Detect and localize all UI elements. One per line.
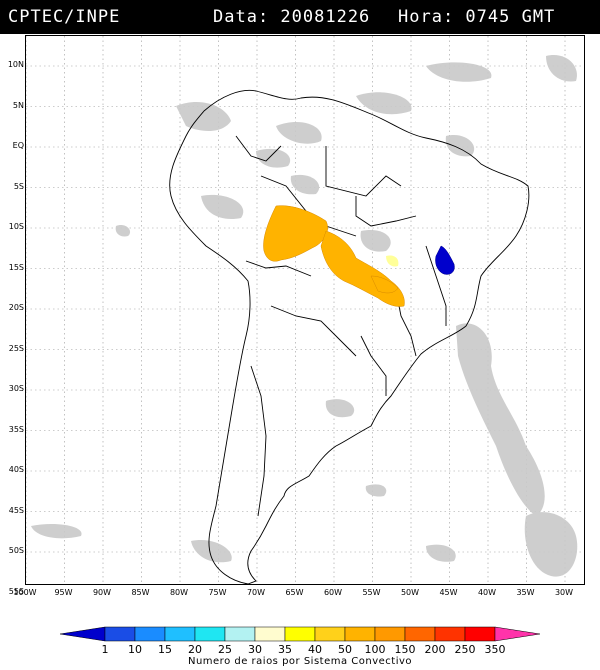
colorbar-tick-label: 50 bbox=[338, 643, 352, 656]
colorbar-tick-label: 100 bbox=[364, 643, 386, 656]
lat-tick-label: 25S bbox=[8, 343, 24, 353]
colorbar bbox=[59, 626, 541, 642]
lat-tick-label: 10N bbox=[7, 60, 24, 69]
lon-tick-label: 75W bbox=[208, 588, 227, 597]
colorbar-tick-label: 30 bbox=[248, 643, 262, 656]
lat-tick-label: EQ bbox=[12, 141, 24, 150]
colorbar-tick-label: 35 bbox=[278, 643, 292, 656]
date-label: Data: 20081226 bbox=[213, 7, 371, 27]
colorbar-swatch bbox=[404, 626, 436, 642]
header-bar: CPTEC/INPE Data: 20081226 Hora: 0745 GMT bbox=[0, 0, 600, 34]
colorbar-tick-label: 20 bbox=[188, 643, 202, 656]
lon-tick-label: 30W bbox=[554, 588, 574, 597]
lon-tick-label: 35W bbox=[516, 588, 535, 597]
colorbar-tick-label: 200 bbox=[424, 643, 446, 656]
lat-tick-label: 35S bbox=[8, 424, 24, 434]
convective-system-blue bbox=[435, 245, 455, 275]
lat-tick-label: 55S bbox=[8, 586, 24, 596]
lat-tick-label: 5N bbox=[12, 100, 24, 110]
lon-tick-label: 40W bbox=[477, 588, 497, 597]
lon-tick-label: 65W bbox=[285, 588, 304, 597]
source-label: CPTEC/INPE bbox=[8, 7, 121, 27]
lon-tick-label: 45W bbox=[439, 588, 458, 597]
colorbar-tick-label: 350 bbox=[484, 643, 506, 656]
lon-tick-label: 90W bbox=[92, 588, 112, 597]
lon-tick-label: 50W bbox=[400, 588, 420, 597]
graticule bbox=[26, 36, 584, 584]
lon-tick-label: 70W bbox=[246, 588, 266, 597]
colorbar-swatch bbox=[344, 626, 376, 642]
colorbar-tick-label: 1 bbox=[101, 643, 109, 656]
colorbar-swatch bbox=[59, 626, 106, 642]
lat-tick-label: 50S bbox=[8, 546, 24, 555]
lat-tick-label: 20S bbox=[8, 303, 24, 312]
lon-tick-label: 95W bbox=[54, 588, 73, 597]
cloud-imagery bbox=[31, 55, 578, 577]
lon-tick-label: 55W bbox=[362, 588, 381, 597]
colorbar-tick-label: 40 bbox=[308, 643, 322, 656]
lat-tick-label: 15S bbox=[8, 262, 24, 272]
lat-tick-label: 5S bbox=[13, 181, 24, 191]
colorbar-swatch bbox=[254, 626, 286, 642]
colorbar-tick-label: 15 bbox=[158, 643, 172, 656]
colorbar-swatch bbox=[164, 626, 196, 642]
lon-tick-label: 85W bbox=[131, 588, 150, 597]
lon-tick-label: 60W bbox=[323, 588, 343, 597]
colorbar-swatch bbox=[194, 626, 226, 642]
colorbar-swatch bbox=[434, 626, 466, 642]
colorbar-swatch bbox=[104, 626, 136, 642]
colorbar-tick-label: 150 bbox=[394, 643, 416, 656]
colorbar-swatch bbox=[314, 626, 346, 642]
colorbar-tick-label: 10 bbox=[128, 643, 142, 656]
lat-tick-label: 45S bbox=[8, 505, 24, 515]
colorbar-swatch bbox=[284, 626, 316, 642]
colorbar-title: Numero de raios por Sistema Convectivo bbox=[187, 656, 413, 667]
lat-tick-label: 40S bbox=[8, 465, 24, 474]
colorbar-swatch bbox=[464, 626, 496, 642]
lon-tick-label: 80W bbox=[169, 588, 189, 597]
time-label: Hora: 0745 GMT bbox=[398, 7, 556, 27]
map-canvas bbox=[26, 36, 584, 584]
lat-tick-label: 30S bbox=[8, 384, 24, 393]
lat-tick-label: 10S bbox=[8, 222, 24, 231]
convective-systems-orange bbox=[263, 205, 405, 307]
colorbar-tick-label: 250 bbox=[454, 643, 476, 656]
colorbar-swatch bbox=[224, 626, 256, 642]
colorbar-swatch bbox=[494, 626, 541, 642]
colorbar-swatch bbox=[134, 626, 166, 642]
colorbar-tick-label: 25 bbox=[218, 643, 232, 656]
colorbar-swatch bbox=[374, 626, 406, 642]
lon-tick-label: 100W bbox=[13, 588, 37, 597]
map-frame bbox=[25, 35, 585, 585]
